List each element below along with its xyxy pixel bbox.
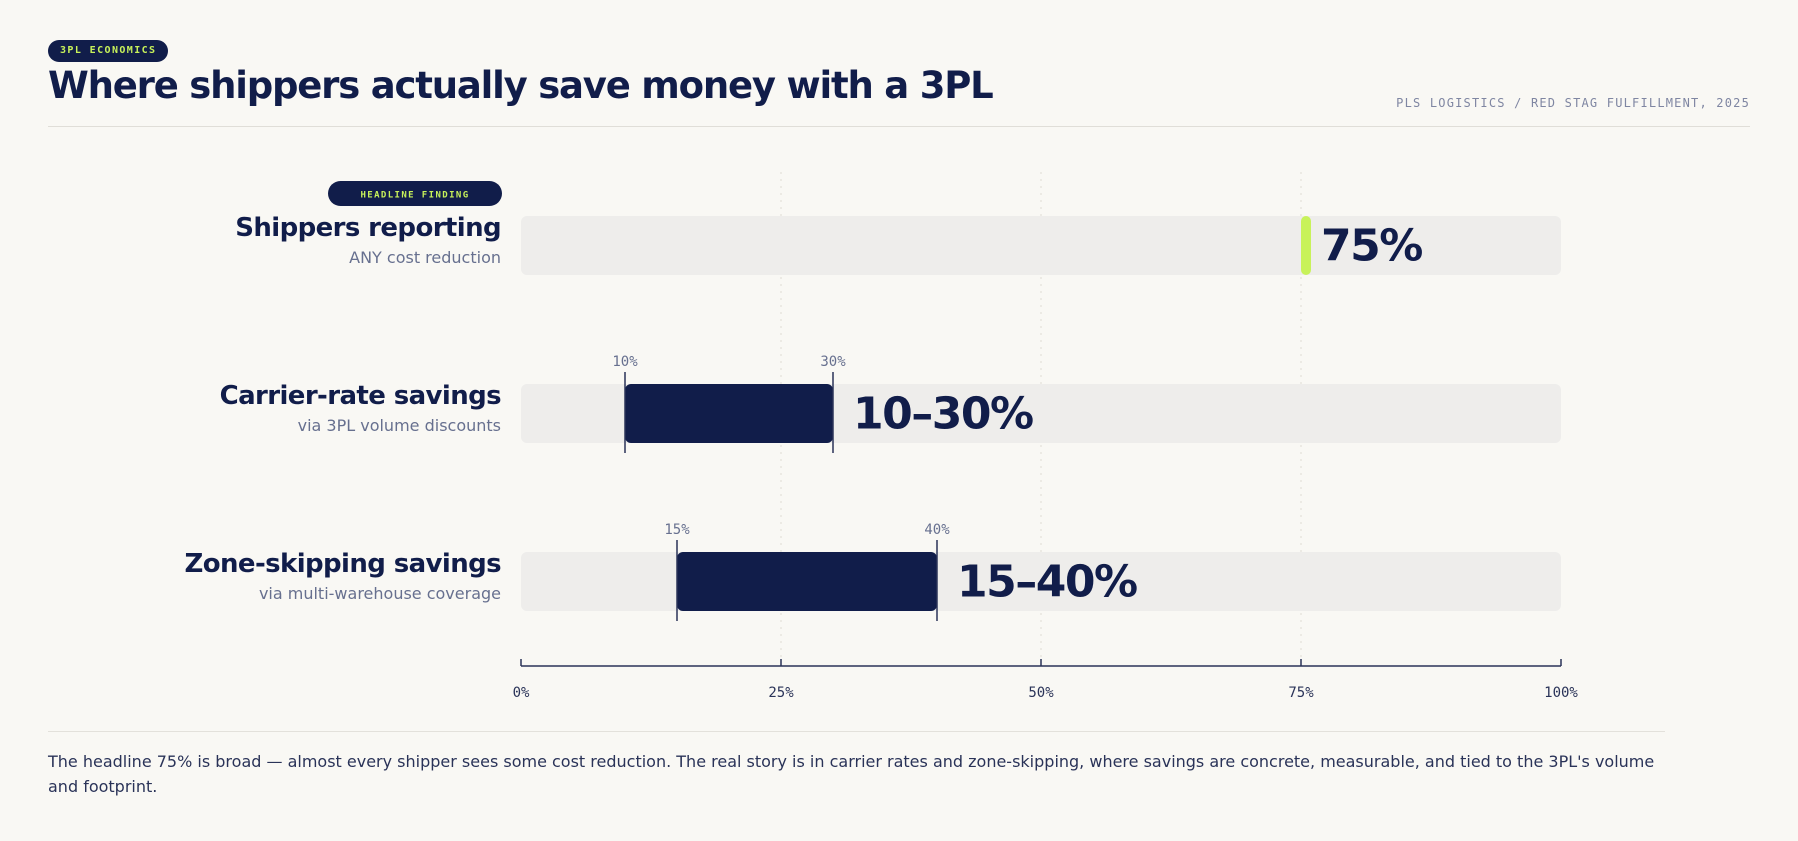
page-title: Where shippers actually save money with …: [48, 64, 994, 107]
range-low-label: 15%: [664, 522, 690, 538]
value-marker: [1301, 216, 1311, 275]
headline-badge: [328, 181, 502, 206]
range-bar: [625, 384, 833, 443]
headline-badge-label: HEADLINE FINDING: [360, 191, 469, 201]
header-divider: [48, 126, 1750, 127]
row-label: Carrier-rate savings: [220, 381, 502, 411]
section-kicker-badge: 3PL ECONOMICS: [48, 40, 169, 62]
source-credit: PLS LOGISTICS / RED STAG FULFILLMENT, 20…: [1396, 96, 1750, 110]
row-label: Shippers reporting: [235, 213, 501, 243]
range-high-label: 30%: [820, 354, 846, 370]
row-sublabel: ANY cost reduction: [349, 248, 501, 267]
x-tick-label: 100%: [1544, 685, 1578, 701]
range-low-label: 10%: [612, 354, 638, 370]
chart-footnote: The headline 75% is broad — almost every…: [48, 752, 1655, 796]
x-tick-label: 75%: [1288, 685, 1314, 701]
row-sublabel: via 3PL volume discounts: [298, 416, 501, 435]
x-tick-label: 50%: [1028, 685, 1054, 701]
footer-divider: [48, 731, 1665, 732]
range-bar: [677, 552, 937, 611]
value-label: 15–40%: [957, 557, 1137, 608]
range-high-label: 40%: [924, 522, 950, 538]
value-label: 75%: [1321, 221, 1422, 272]
x-tick-label: 25%: [768, 685, 794, 701]
row-sublabel: via multi-warehouse coverage: [259, 584, 501, 603]
value-label: 10–30%: [853, 389, 1033, 440]
x-tick-label: 0%: [513, 685, 530, 701]
row-label: Zone-skipping savings: [184, 549, 501, 579]
